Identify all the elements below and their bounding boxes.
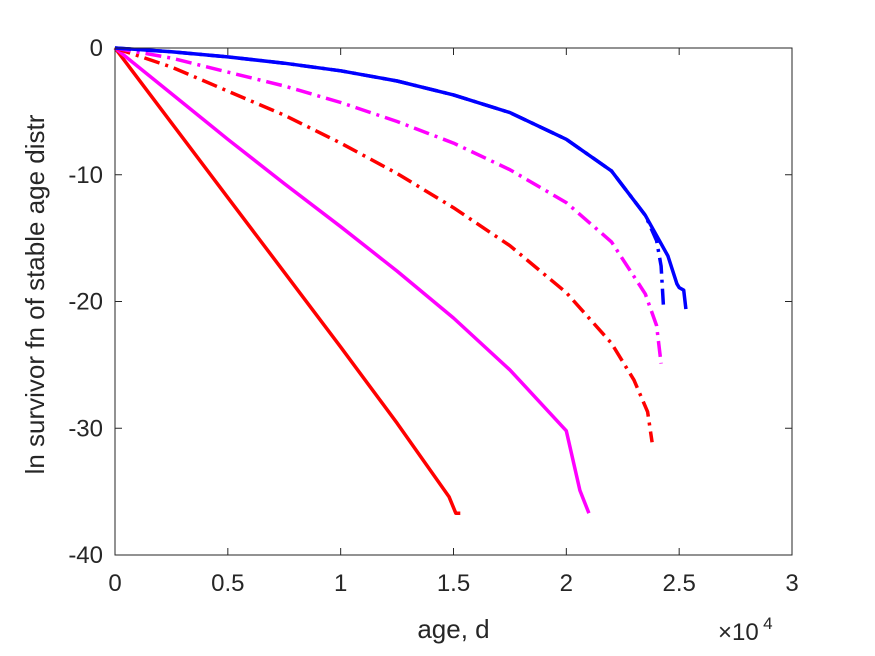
series-line-6	[114, 46, 688, 310]
x-tick-label: 2	[560, 570, 573, 597]
x-axis-exponent: ×10 4	[718, 614, 773, 646]
series-line-1	[113, 46, 461, 515]
y-tick-label: -10	[68, 162, 103, 189]
series-line-4	[114, 46, 663, 364]
series-layer	[113, 46, 688, 515]
x-tick-label: 1	[334, 570, 347, 597]
y-tick-label: -30	[68, 415, 103, 442]
series-line-5	[114, 46, 666, 306]
x-tick-label: 0	[108, 570, 121, 597]
x-exponent-power: 4	[763, 614, 772, 633]
y-tick-label: 0	[90, 35, 103, 62]
x-exponent-base: ×10	[718, 619, 759, 646]
tick-labels: 0 0.5 1 1.5 2 2.5 3 0 -10 -20 -30 -40	[68, 35, 798, 597]
x-tick-label: 3	[785, 570, 798, 597]
x-tick-label: 2.5	[662, 570, 695, 597]
y-axis-label: ln survivor fn of stable age distr	[20, 114, 50, 474]
y-tick-label: -20	[68, 289, 103, 316]
plot-area-box	[114, 47, 793, 556]
x-tick-label: 1.5	[437, 570, 470, 597]
x-tick-label: 0.5	[211, 570, 244, 597]
series-line-2	[113, 46, 591, 514]
y-tick-label: -40	[68, 542, 103, 569]
x-axis-label: age, d	[417, 614, 489, 644]
series-line-3	[114, 46, 654, 443]
axis-ticks	[114, 47, 793, 556]
